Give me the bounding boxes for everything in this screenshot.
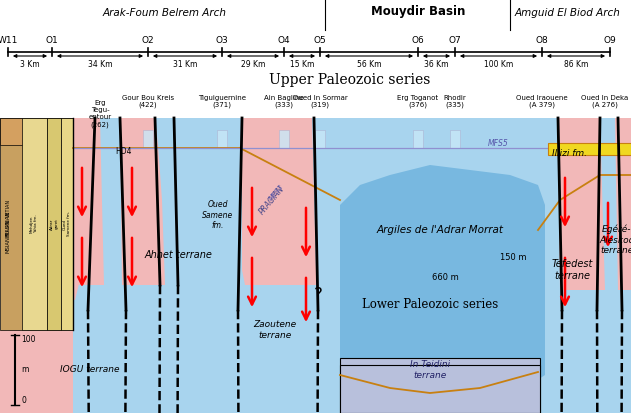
Text: 31 Km: 31 Km xyxy=(173,60,197,69)
Text: Oued
Samene
fm.: Oued Samene fm. xyxy=(203,200,233,230)
Text: O4: O4 xyxy=(278,36,290,45)
Text: Tiguiguernine
(371): Tiguiguernine (371) xyxy=(198,95,246,109)
Bar xyxy=(73,118,631,413)
Text: Oued In Deka
(A 276): Oued In Deka (A 276) xyxy=(581,95,628,109)
Text: MFS5: MFS5 xyxy=(488,139,509,148)
Text: 36 Km: 36 Km xyxy=(424,60,449,69)
Text: 100 Km: 100 Km xyxy=(484,60,513,69)
Bar xyxy=(340,365,540,413)
Polygon shape xyxy=(120,118,165,285)
Text: W11: W11 xyxy=(0,36,18,45)
Text: O2: O2 xyxy=(142,36,155,45)
Bar xyxy=(73,118,631,413)
Text: 3 Km: 3 Km xyxy=(20,60,40,69)
Text: 0: 0 xyxy=(21,396,26,405)
Text: 56 Km: 56 Km xyxy=(357,60,381,69)
Text: O3: O3 xyxy=(216,36,228,45)
Bar xyxy=(143,130,153,148)
Bar xyxy=(315,130,325,148)
Bar xyxy=(340,358,540,413)
Text: Zaoutene
terrane: Zaoutene terrane xyxy=(254,320,297,340)
Bar xyxy=(61,118,73,330)
Text: 86 Km: 86 Km xyxy=(564,60,588,69)
Text: MSIAN: MSIAN xyxy=(6,237,11,254)
Text: O7: O7 xyxy=(449,36,461,45)
Text: Erg Toganot
(376): Erg Toganot (376) xyxy=(398,95,439,109)
Bar xyxy=(413,130,423,148)
Text: Arak-Foum Belrem Arch: Arak-Foum Belrem Arch xyxy=(103,8,227,18)
Bar xyxy=(450,130,460,148)
Text: MFS3: MFS3 xyxy=(268,183,285,201)
Bar xyxy=(279,130,289,148)
Text: m: m xyxy=(21,366,28,375)
Text: O6: O6 xyxy=(411,36,425,45)
Text: O8: O8 xyxy=(536,36,548,45)
Text: FELIAN: FELIAN xyxy=(6,219,11,236)
Text: O9: O9 xyxy=(604,36,616,45)
Text: Erg
Tegu-
entour
(262): Erg Tegu- entour (262) xyxy=(88,100,112,128)
Text: Adrar
garet: Adrar garet xyxy=(50,218,58,230)
Text: 660 m: 660 m xyxy=(432,273,459,282)
Polygon shape xyxy=(340,165,545,390)
Text: Gour Bou Kreis
(422): Gour Bou Kreis (422) xyxy=(122,95,174,109)
Text: 150 m: 150 m xyxy=(500,254,526,263)
Text: O1: O1 xyxy=(45,36,59,45)
Text: ?: ? xyxy=(314,286,322,304)
Text: Tefedest
terrane: Tefedest terrane xyxy=(551,259,593,281)
Text: PRAGIAN: PRAGIAN xyxy=(257,184,286,216)
Text: Argiles de l'Adrar Morrat: Argiles de l'Adrar Morrat xyxy=(377,225,504,235)
Text: Egéré-
Aleskod
terrane: Egéré- Aleskod terrane xyxy=(599,225,631,255)
Text: 34 Km: 34 Km xyxy=(88,60,112,69)
Text: Mouydir Basin: Mouydir Basin xyxy=(371,5,465,18)
Text: Ain Bagline
(333): Ain Bagline (333) xyxy=(264,95,304,109)
Text: HD4: HD4 xyxy=(115,147,131,157)
Polygon shape xyxy=(558,118,605,290)
Text: O5: O5 xyxy=(314,36,326,45)
Text: Oued In Sormar
(319): Oued In Sormar (319) xyxy=(293,95,348,109)
Text: IOGU terrane: IOGU terrane xyxy=(60,366,120,375)
Text: VETIAN: VETIAN xyxy=(6,198,11,216)
Text: Ahnet terrane: Ahnet terrane xyxy=(144,250,212,260)
Text: Amguid El Biod Arch: Amguid El Biod Arch xyxy=(514,8,620,18)
Text: Illizi fm.: Illizi fm. xyxy=(552,149,587,157)
Text: In Teidini
terrane: In Teidini terrane xyxy=(410,360,450,380)
Polygon shape xyxy=(73,118,100,300)
Bar xyxy=(217,130,227,148)
Text: 29 Km: 29 Km xyxy=(241,60,265,69)
Polygon shape xyxy=(615,118,631,290)
Bar xyxy=(0,118,73,145)
Text: FRASNIAN: FRASNIAN xyxy=(6,211,11,237)
Text: Mehdjen
Yahia fm.: Mehdjen Yahia fm. xyxy=(30,215,38,233)
Polygon shape xyxy=(73,118,104,285)
Bar xyxy=(0,330,73,413)
Text: Oued Iraouene
(A 379): Oued Iraouene (A 379) xyxy=(516,95,568,109)
Bar xyxy=(548,143,631,155)
Bar xyxy=(47,118,61,330)
Text: 15 Km: 15 Km xyxy=(290,60,314,69)
Text: Upper Paleozoic series: Upper Paleozoic series xyxy=(269,73,431,87)
Text: Oued
Samene fm.: Oued Samene fm. xyxy=(63,211,71,237)
Polygon shape xyxy=(242,118,316,285)
Bar xyxy=(22,118,47,330)
Text: Lower Paleozoic series: Lower Paleozoic series xyxy=(362,299,498,311)
Text: 100: 100 xyxy=(21,335,35,344)
Bar xyxy=(0,118,73,330)
Text: Rhodir
(335): Rhodir (335) xyxy=(444,95,466,109)
